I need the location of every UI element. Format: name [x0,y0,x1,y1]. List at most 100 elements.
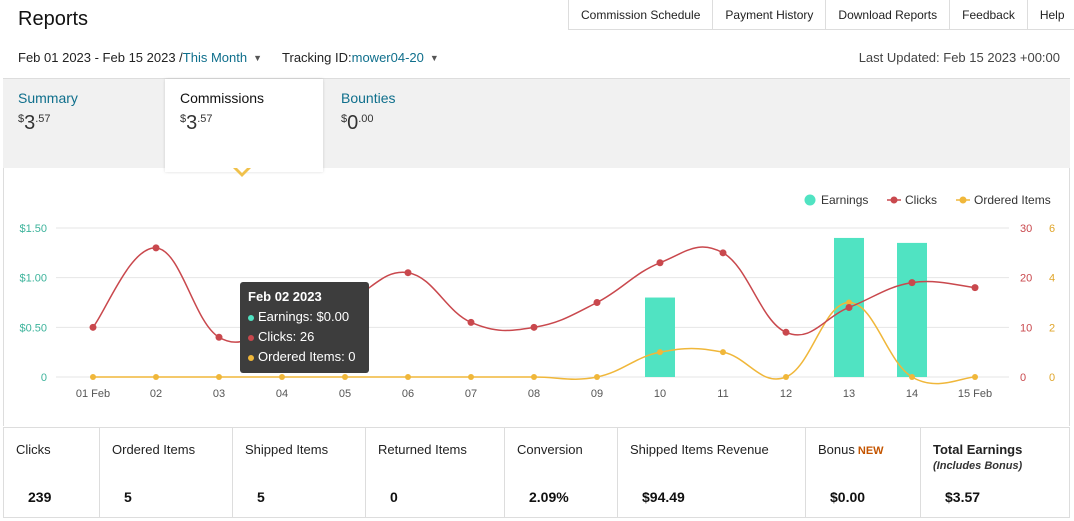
x-tick-label: 03 [213,388,225,400]
ordered-items-point [972,374,978,380]
clicks-point [971,284,979,292]
legend-marker-icon [890,196,898,204]
tab-commissions[interactable]: Commissions $3.57 [165,79,323,172]
clicks-point [845,303,853,311]
legend-label: Earnings [821,193,868,207]
ordered-items-point [657,349,663,356]
legend-label: Ordered Items [974,193,1051,207]
earnings-chart[interactable]: 0 0 0 $0.50 10 2 $1.00 20 4 $1.50 30 6 01 Feb 02 03 04 0… [4,168,1069,426]
y-left-tick-label: $0.50 [19,322,47,334]
chart-container: 0 0 0 $0.50 10 2 $1.00 20 4 $1.50 30 6 01 Feb 02 03 04 0… [3,168,1070,426]
x-tick-label: 08 [528,388,540,400]
y-right-clicks-tick-label: 20 [1020,273,1032,285]
report-tabs: Summary $3.57 Commissions $3.57 Bounties… [3,78,1070,172]
ordered-items-point [594,374,600,380]
stat-shipped-items: Shipped Items 5 [233,428,366,517]
ordered-dot-icon [248,354,254,361]
y-left-tick-label: $1.50 [19,223,47,235]
legend-marker-icon [804,194,816,206]
clicks-point [593,299,601,306]
download-reports-button[interactable]: Download Reports [826,0,951,30]
y-left-tick-label: 0 [41,372,47,384]
earnings-bar [645,297,675,377]
y-right-clicks-tick-label: 0 [1020,372,1026,384]
clicks-point [152,244,160,252]
date-range-label: Feb 01 2023 - Feb 15 2023 / [18,50,183,65]
ordered-items-point [531,374,537,380]
x-tick-label: 01 Feb [76,388,110,400]
x-tick-label: 10 [654,388,666,400]
commission-schedule-button[interactable]: Commission Schedule [569,0,714,30]
tab-commissions-label: Commissions [180,90,265,106]
x-tick-label: 13 [843,388,855,400]
stats-bar: Clicks 239 Ordered Items 5 Shipped Items… [3,427,1070,518]
clicks-point [656,259,664,267]
x-tick-label: 09 [591,388,603,400]
ordered-items-point [468,374,474,380]
chevron-down-icon[interactable]: ▼ [429,52,439,63]
filter-bar: Feb 01 2023 - Feb 15 2023 / This Month ▼… [18,50,439,65]
y-left-tick-label: $1.00 [19,273,47,285]
stat-total-earnings: Total Earnings (Includes Bonus) $3.57 [933,442,1023,505]
ordered-items-point [279,374,285,380]
y-right-ordered-tick-label: 2 [1049,322,1055,334]
x-tick-label: 15 Feb [958,388,992,400]
top-nav: Commission Schedule Payment History Down… [568,0,1074,30]
tab-bounties-label: Bounties [341,90,396,106]
earnings-dot-icon [248,314,254,321]
tracking-id-dropdown[interactable]: mower04-20 [351,50,424,65]
y-right-ordered-tick-label: 6 [1049,223,1055,235]
chart-tooltip: Feb 02 2023 Earnings: $0.00 Clicks: 26 O… [240,282,369,373]
stat-shipped-revenue: Shipped Items Revenue $94.49 [618,428,806,517]
clicks-point [215,333,223,341]
y-right-clicks-tick-label: 10 [1020,322,1032,334]
x-tick-label: 02 [150,388,162,400]
page-title: Reports [18,8,89,30]
tooltip-ordered: Ordered Items: 0 [258,349,356,364]
stat-bonus: Bonus NEW $0.00 [806,428,921,517]
y-right-ordered-tick-label: 0 [1049,372,1055,384]
clicks-point [530,323,538,331]
stat-ordered-items: Ordered Items 5 [100,428,233,517]
legend-label: Clicks [905,193,937,207]
tooltip-date: Feb 02 2023 [248,289,322,304]
period-dropdown[interactable]: This Month [182,50,248,65]
y-right-ordered-tick-label: 4 [1049,273,1055,285]
new-badge: NEW [857,445,884,457]
ordered-items-point [846,299,852,306]
y-right-clicks-tick-label: 30 [1020,223,1032,235]
x-tick-label: 07 [465,388,477,400]
clicks-point [782,328,790,336]
x-tick-label: 05 [339,388,351,400]
ordered-items-point [216,374,222,380]
tab-summary-label: Summary [18,90,78,106]
x-tick-label: 14 [906,388,918,400]
ordered-items-point [153,374,159,380]
ordered-items-point [405,374,411,380]
tab-summary[interactable]: Summary $3.57 [3,79,93,169]
help-button[interactable]: Help [1027,0,1074,30]
active-tab-pointer-inner [235,166,249,173]
last-updated: Last Updated: Feb 15 2023 +00:00 [858,50,1060,65]
tab-commissions-amount: $3.57 [180,112,213,134]
legend-marker-icon [959,196,967,204]
stat-clicks: Clicks 239 [4,428,100,517]
tab-bounties[interactable]: Bounties $0.00 [326,79,410,169]
clicks-point [89,323,97,331]
clicks-point [719,249,727,257]
clicks-point [467,318,475,326]
feedback-button[interactable]: Feedback [950,0,1028,30]
chevron-down-icon[interactable]: ▼ [253,52,263,63]
tooltip-earnings: Earnings: $0.00 [258,309,350,324]
tab-summary-amount: $3.57 [18,112,51,134]
tab-bounties-amount: $0.00 [341,112,374,134]
payment-history-button[interactable]: Payment History [713,0,827,30]
ordered-items-point [342,374,348,380]
clicks-point [908,279,916,287]
ordered-items-point [909,374,915,380]
ordered-items-point [720,349,726,356]
tooltip-clicks: Clicks: 26 [258,329,315,344]
stat-returned-items: Returned Items 0 [366,428,505,517]
ordered-items-point [90,374,96,380]
ordered-items-point [783,374,789,380]
